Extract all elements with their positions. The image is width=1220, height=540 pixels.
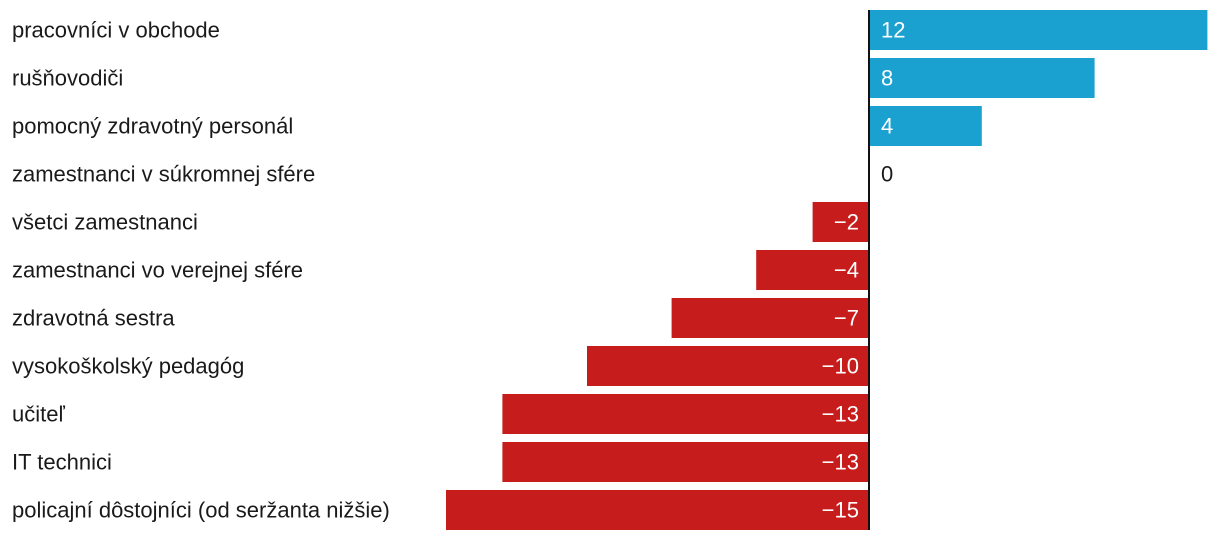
- category-label: zamestnanci v súkromnej sfére: [12, 162, 315, 187]
- bar: [812, 202, 869, 242]
- bar: [869, 10, 1208, 50]
- value-label: −4: [834, 258, 859, 283]
- category-label: vysokoškolský pedagóg: [12, 354, 244, 379]
- bar: [587, 346, 869, 386]
- value-label: −7: [834, 306, 859, 331]
- bar: [502, 442, 869, 482]
- category-label: rušňovodiči: [12, 66, 123, 91]
- category-label: všetci zamestnanci: [12, 210, 198, 235]
- value-label: −13: [822, 450, 859, 475]
- value-label: 12: [881, 18, 905, 43]
- value-label: 0: [881, 162, 893, 187]
- bar: [756, 250, 869, 290]
- bar: [671, 298, 869, 338]
- category-label: učiteľ: [12, 402, 65, 427]
- bar: [446, 490, 869, 530]
- category-label: zamestnanci vo verejnej sfére: [12, 258, 303, 283]
- category-label: pomocný zdravotný personál: [12, 114, 293, 139]
- category-label: zdravotná sestra: [12, 306, 175, 331]
- category-label: pracovníci v obchode: [12, 18, 220, 43]
- value-label: 8: [881, 66, 893, 91]
- category-label: policajní dôstojníci (od seržanta nižšie…: [12, 498, 390, 523]
- value-label: −13: [822, 402, 859, 427]
- value-label: −2: [834, 210, 859, 235]
- bar: [869, 58, 1095, 98]
- bar: [869, 106, 982, 146]
- bar: [502, 394, 869, 434]
- category-label: IT technici: [12, 450, 112, 475]
- value-label: −10: [822, 354, 859, 379]
- value-label: −15: [822, 498, 859, 523]
- value-label: 4: [881, 114, 893, 139]
